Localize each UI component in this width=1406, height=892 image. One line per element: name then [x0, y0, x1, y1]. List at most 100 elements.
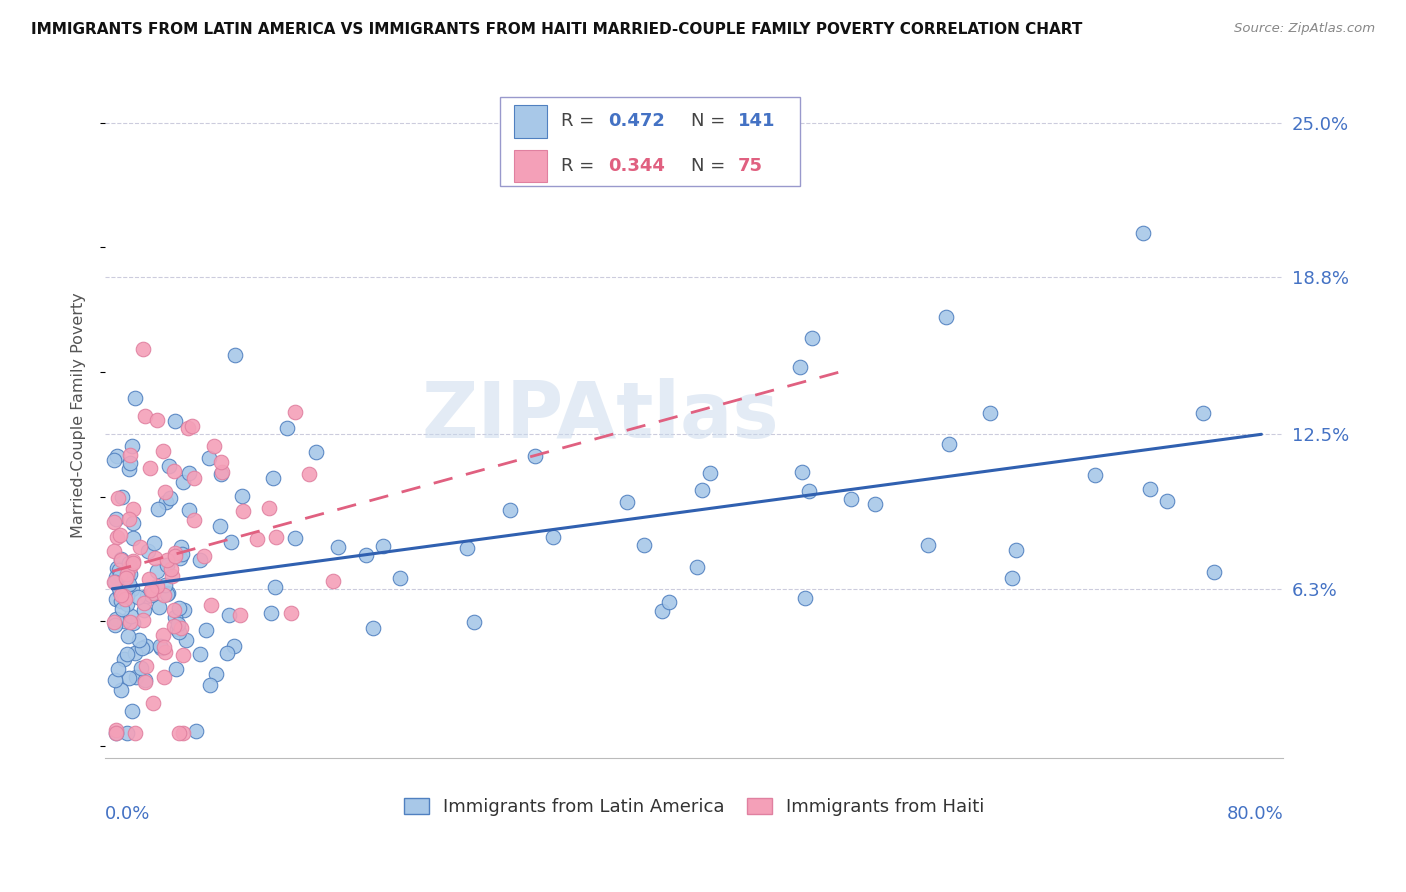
Point: [105, 591, 128, 606]
Legend: Immigrants from Latin America, Immigrants from Haiti: Immigrants from Latin America, Immigrant…: [396, 790, 991, 823]
Point: [138, 543, 160, 558]
Point: [863, 497, 886, 511]
Point: [103, 673, 125, 687]
Point: [160, 568, 183, 582]
Text: N =: N =: [690, 112, 731, 130]
Point: [202, 439, 225, 453]
Point: [108, 582, 131, 596]
Point: [170, 541, 193, 555]
Point: [115, 567, 138, 582]
Point: [122, 516, 145, 531]
Point: [110, 551, 132, 566]
Bar: [513, 105, 547, 138]
Point: [167, 726, 190, 740]
Point: [699, 467, 721, 481]
Point: [138, 572, 160, 586]
Point: [979, 406, 1001, 420]
Point: [108, 567, 131, 582]
Point: [183, 513, 205, 527]
Point: [118, 615, 141, 629]
Point: [174, 632, 197, 647]
Point: [209, 467, 232, 482]
Point: [118, 577, 141, 591]
Point: [149, 640, 172, 655]
Point: [260, 606, 283, 620]
Point: [128, 632, 150, 647]
Point: [198, 451, 221, 466]
Point: [190, 648, 212, 662]
Text: IMMIGRANTS FROM LATIN AMERICA VS IMMIGRANTS FROM HAITI MARRIED-COUPLE FAMILY POV: IMMIGRANTS FROM LATIN AMERICA VS IMMIGRA…: [31, 22, 1083, 37]
Point: [112, 652, 135, 666]
Point: [129, 661, 152, 675]
Point: [499, 503, 522, 517]
Point: [229, 607, 252, 622]
Point: [1192, 406, 1215, 420]
Point: [456, 541, 478, 555]
Point: [284, 405, 307, 419]
Point: [163, 414, 186, 428]
Point: [121, 582, 143, 597]
Point: [172, 726, 194, 740]
Point: [103, 515, 125, 529]
Point: [108, 527, 131, 541]
Point: [839, 492, 862, 507]
Point: [115, 566, 138, 581]
Point: [105, 726, 128, 740]
Point: [115, 597, 138, 611]
Point: [134, 674, 156, 689]
Text: N =: N =: [690, 157, 731, 175]
Point: [105, 530, 128, 544]
Point: [121, 502, 143, 516]
Point: [153, 588, 176, 602]
Point: [1204, 565, 1226, 579]
Point: [117, 629, 139, 643]
Point: [1139, 482, 1161, 496]
Point: [155, 495, 177, 509]
FancyBboxPatch shape: [499, 97, 800, 186]
Text: 141: 141: [738, 112, 775, 130]
Point: [305, 445, 328, 459]
Point: [152, 443, 174, 458]
Point: [146, 564, 169, 578]
Point: [1005, 543, 1028, 558]
Point: [180, 419, 202, 434]
Point: [108, 584, 131, 599]
Point: [211, 465, 233, 479]
Point: [153, 645, 176, 659]
Point: [125, 670, 148, 684]
Point: [104, 617, 127, 632]
Point: [139, 588, 162, 602]
Point: [188, 553, 211, 567]
Point: [103, 544, 125, 558]
Point: [121, 557, 143, 571]
Point: [616, 495, 638, 509]
Point: [200, 598, 222, 612]
Point: [354, 548, 377, 562]
Point: [120, 456, 142, 470]
Text: 0.472: 0.472: [609, 112, 665, 130]
Point: [104, 574, 127, 589]
Point: [156, 558, 179, 572]
Point: [148, 599, 170, 614]
Point: [388, 571, 411, 585]
Point: [177, 503, 200, 517]
Point: [1156, 494, 1178, 508]
Point: [280, 606, 302, 620]
Point: [120, 448, 142, 462]
Point: [131, 640, 153, 655]
Point: [111, 490, 134, 504]
Point: [117, 589, 139, 603]
Point: [264, 530, 287, 544]
Point: [104, 569, 127, 583]
Point: [118, 461, 141, 475]
Text: ZIPAtlas: ZIPAtlas: [420, 377, 779, 454]
Text: 0.344: 0.344: [609, 157, 665, 175]
Point: [152, 628, 174, 642]
Point: [232, 503, 254, 517]
Point: [124, 646, 146, 660]
Point: [463, 615, 485, 629]
Point: [686, 560, 709, 574]
Point: [134, 673, 156, 687]
Bar: [513, 150, 547, 183]
Point: [124, 391, 146, 405]
